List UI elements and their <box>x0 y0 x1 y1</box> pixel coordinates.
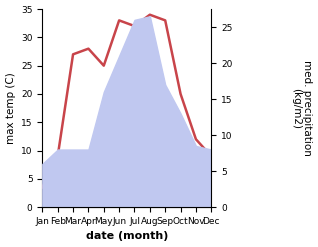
Y-axis label: med. precipitation
(kg/m2): med. precipitation (kg/m2) <box>291 60 313 156</box>
X-axis label: date (month): date (month) <box>86 231 168 242</box>
Y-axis label: max temp (C): max temp (C) <box>5 72 16 144</box>
